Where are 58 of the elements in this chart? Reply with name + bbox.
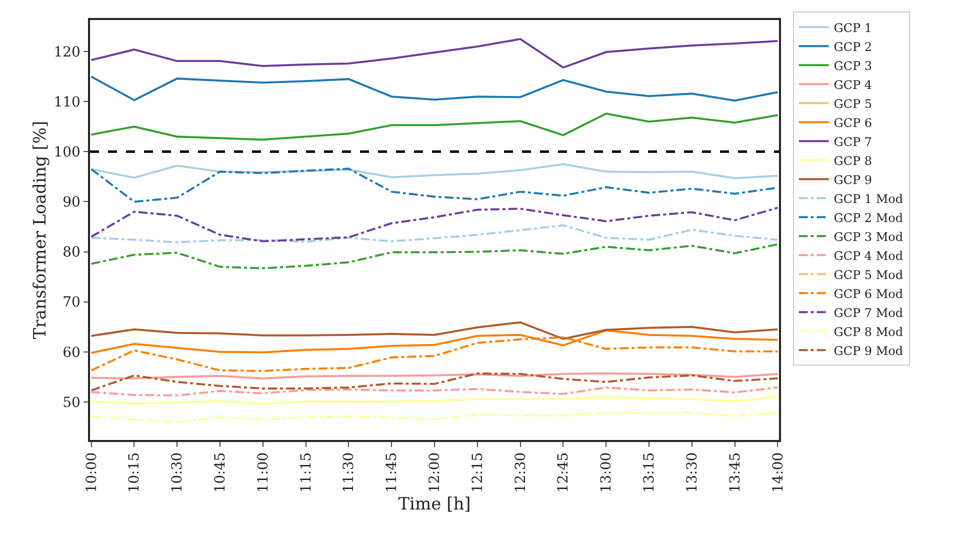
legend-label: GCP 6 Mod (834, 286, 904, 301)
legend-label: GCP 9 (834, 172, 872, 187)
line-series (90, 386, 779, 396)
legend-label: GCP 2 (834, 40, 872, 54)
y-tick-label: 50 (62, 394, 80, 411)
x-axis-title: Time [h] (398, 494, 471, 515)
y-tick-label: 90 (62, 194, 80, 211)
x-tick-label: 12:15 (470, 452, 486, 493)
legend-label: GCP 4 Mod (834, 248, 904, 263)
x-tick-label: 11:30 (341, 452, 358, 493)
line-series (90, 372, 779, 392)
x-tick-label: 10:15 (126, 452, 143, 493)
legend-label: GCP 6 (834, 116, 872, 130)
x-tick-label: 12:00 (427, 452, 444, 493)
line-series (90, 411, 779, 423)
y-tick-label: 110 (54, 94, 80, 110)
y-axis-title: Transformer Loading [%] (30, 120, 50, 340)
line-series (90, 224, 779, 244)
x-tick-label: 10:30 (170, 452, 186, 493)
legend-label: GCP 4 (834, 78, 872, 92)
x-tick-label: 10:00 (84, 452, 100, 493)
line-series (90, 321, 779, 340)
x-tick-label: 10:45 (212, 452, 229, 493)
legend-label: GCP 3 (834, 58, 872, 73)
y-tick-label: 70 (62, 294, 80, 311)
line-series (90, 38, 779, 69)
x-tick-label: 13:00 (598, 452, 615, 493)
legend-label: GCP 5 (834, 96, 872, 111)
y-tick-label: 100 (54, 144, 80, 161)
x-tick-label: 11:45 (384, 452, 400, 493)
x-tick-label: 14:00 (770, 452, 786, 493)
line-series (90, 243, 779, 270)
line-series (90, 206, 779, 242)
legend-label: GCP 3 Mod (834, 230, 904, 244)
x-tick-label: 11:00 (255, 452, 272, 493)
y-tick-label: 80 (62, 244, 80, 261)
line-series (90, 168, 779, 203)
legend-label: GCP 7 Mod (834, 306, 904, 320)
y-tick-label: 120 (54, 44, 80, 60)
line-series (90, 76, 779, 102)
line-series (90, 112, 779, 141)
legend-label: GCP 2 Mod (834, 210, 904, 225)
legend-label: GCP 8 (834, 154, 872, 168)
x-tick-label: 12:30 (512, 452, 529, 493)
legend-label: GCP 1 Mod (834, 192, 904, 206)
x-tick-label: 11:15 (298, 452, 314, 493)
line-series (90, 396, 779, 405)
x-tick-label: 13:45 (727, 452, 744, 493)
legend-label: GCP 5 Mod (834, 268, 904, 282)
legend-label: GCP 1 (834, 20, 872, 35)
legend-label: GCP 7 (834, 134, 872, 149)
x-tick-label: 13:15 (642, 452, 658, 493)
legend-label: GCP 8 Mod (834, 324, 904, 339)
x-tick-label: 12:45 (556, 452, 572, 493)
legend-label: GCP 9 Mod (834, 344, 904, 358)
y-tick-label: 60 (62, 344, 80, 361)
x-tick-label: 13:30 (684, 452, 700, 493)
line-series (90, 163, 779, 180)
